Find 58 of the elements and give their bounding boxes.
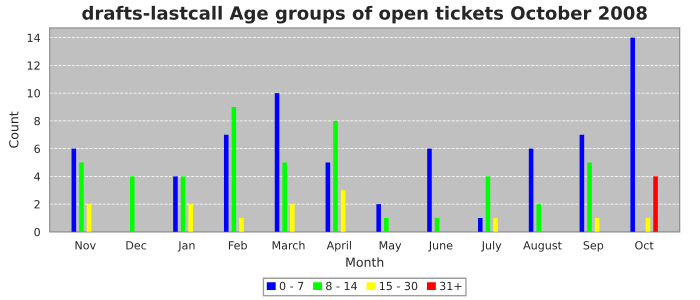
x-tick-label: July	[481, 240, 502, 252]
bar	[224, 134, 229, 232]
x-tick-label: June	[428, 241, 452, 252]
y-tick-label: 14	[28, 34, 40, 42]
x-tick-label: Dec	[126, 241, 146, 250]
x-tick-label: May	[380, 241, 402, 252]
bar	[239, 218, 244, 232]
legend-label: 31+	[440, 282, 462, 290]
bar	[79, 162, 84, 232]
x-tick-label: Oct	[635, 241, 654, 250]
bar	[180, 176, 186, 232]
x-axis-title: Month	[346, 257, 384, 267]
y-tick-label: 12	[28, 61, 40, 70]
legend-label: 8 - 14	[326, 282, 357, 290]
bar	[646, 218, 650, 232]
y-tick-label: 2	[34, 200, 40, 208]
legend-label: 15 - 30	[380, 282, 418, 290]
bar	[326, 162, 330, 232]
legend-label: 0 - 7	[280, 282, 304, 290]
x-tick-label: Nov	[76, 241, 96, 250]
bar	[290, 204, 295, 232]
y-tick-label: 8	[34, 116, 40, 126]
bar	[427, 148, 432, 232]
bar	[434, 218, 440, 232]
x-tick-label: Sep	[584, 241, 604, 252]
y-axis-title: Count	[9, 112, 19, 148]
bar	[130, 176, 135, 232]
chart-title: drafts-lastcall Age groups of open tickets October 2008	[82, 6, 647, 24]
y-tick-label: 10	[28, 89, 40, 98]
bar	[282, 162, 287, 232]
bar	[72, 148, 76, 232]
bar	[384, 218, 389, 232]
bar	[376, 204, 381, 232]
x-tick-label: August	[523, 241, 562, 252]
y-tick-label: 0	[34, 228, 40, 236]
bar	[536, 204, 541, 232]
x-tick-label: April	[326, 240, 351, 252]
x-tick-label: March	[272, 240, 304, 250]
bar	[486, 176, 490, 232]
bar	[86, 204, 92, 232]
y-tick-label: 6	[34, 144, 40, 154]
y-tick-label: 4	[34, 172, 40, 181]
bar	[587, 162, 592, 232]
bar	[173, 176, 178, 232]
bar	[188, 204, 193, 232]
bar	[274, 93, 280, 232]
bar	[493, 218, 498, 232]
bar	[232, 107, 236, 232]
bar	[594, 218, 600, 232]
bar	[653, 176, 658, 232]
x-tick-label: Feb	[228, 240, 247, 250]
bar	[333, 120, 338, 232]
bar	[528, 148, 534, 232]
bar	[340, 190, 346, 232]
bar	[478, 218, 483, 232]
x-tick-label: Jan	[178, 241, 194, 252]
bar	[580, 134, 584, 232]
bar	[630, 38, 635, 232]
